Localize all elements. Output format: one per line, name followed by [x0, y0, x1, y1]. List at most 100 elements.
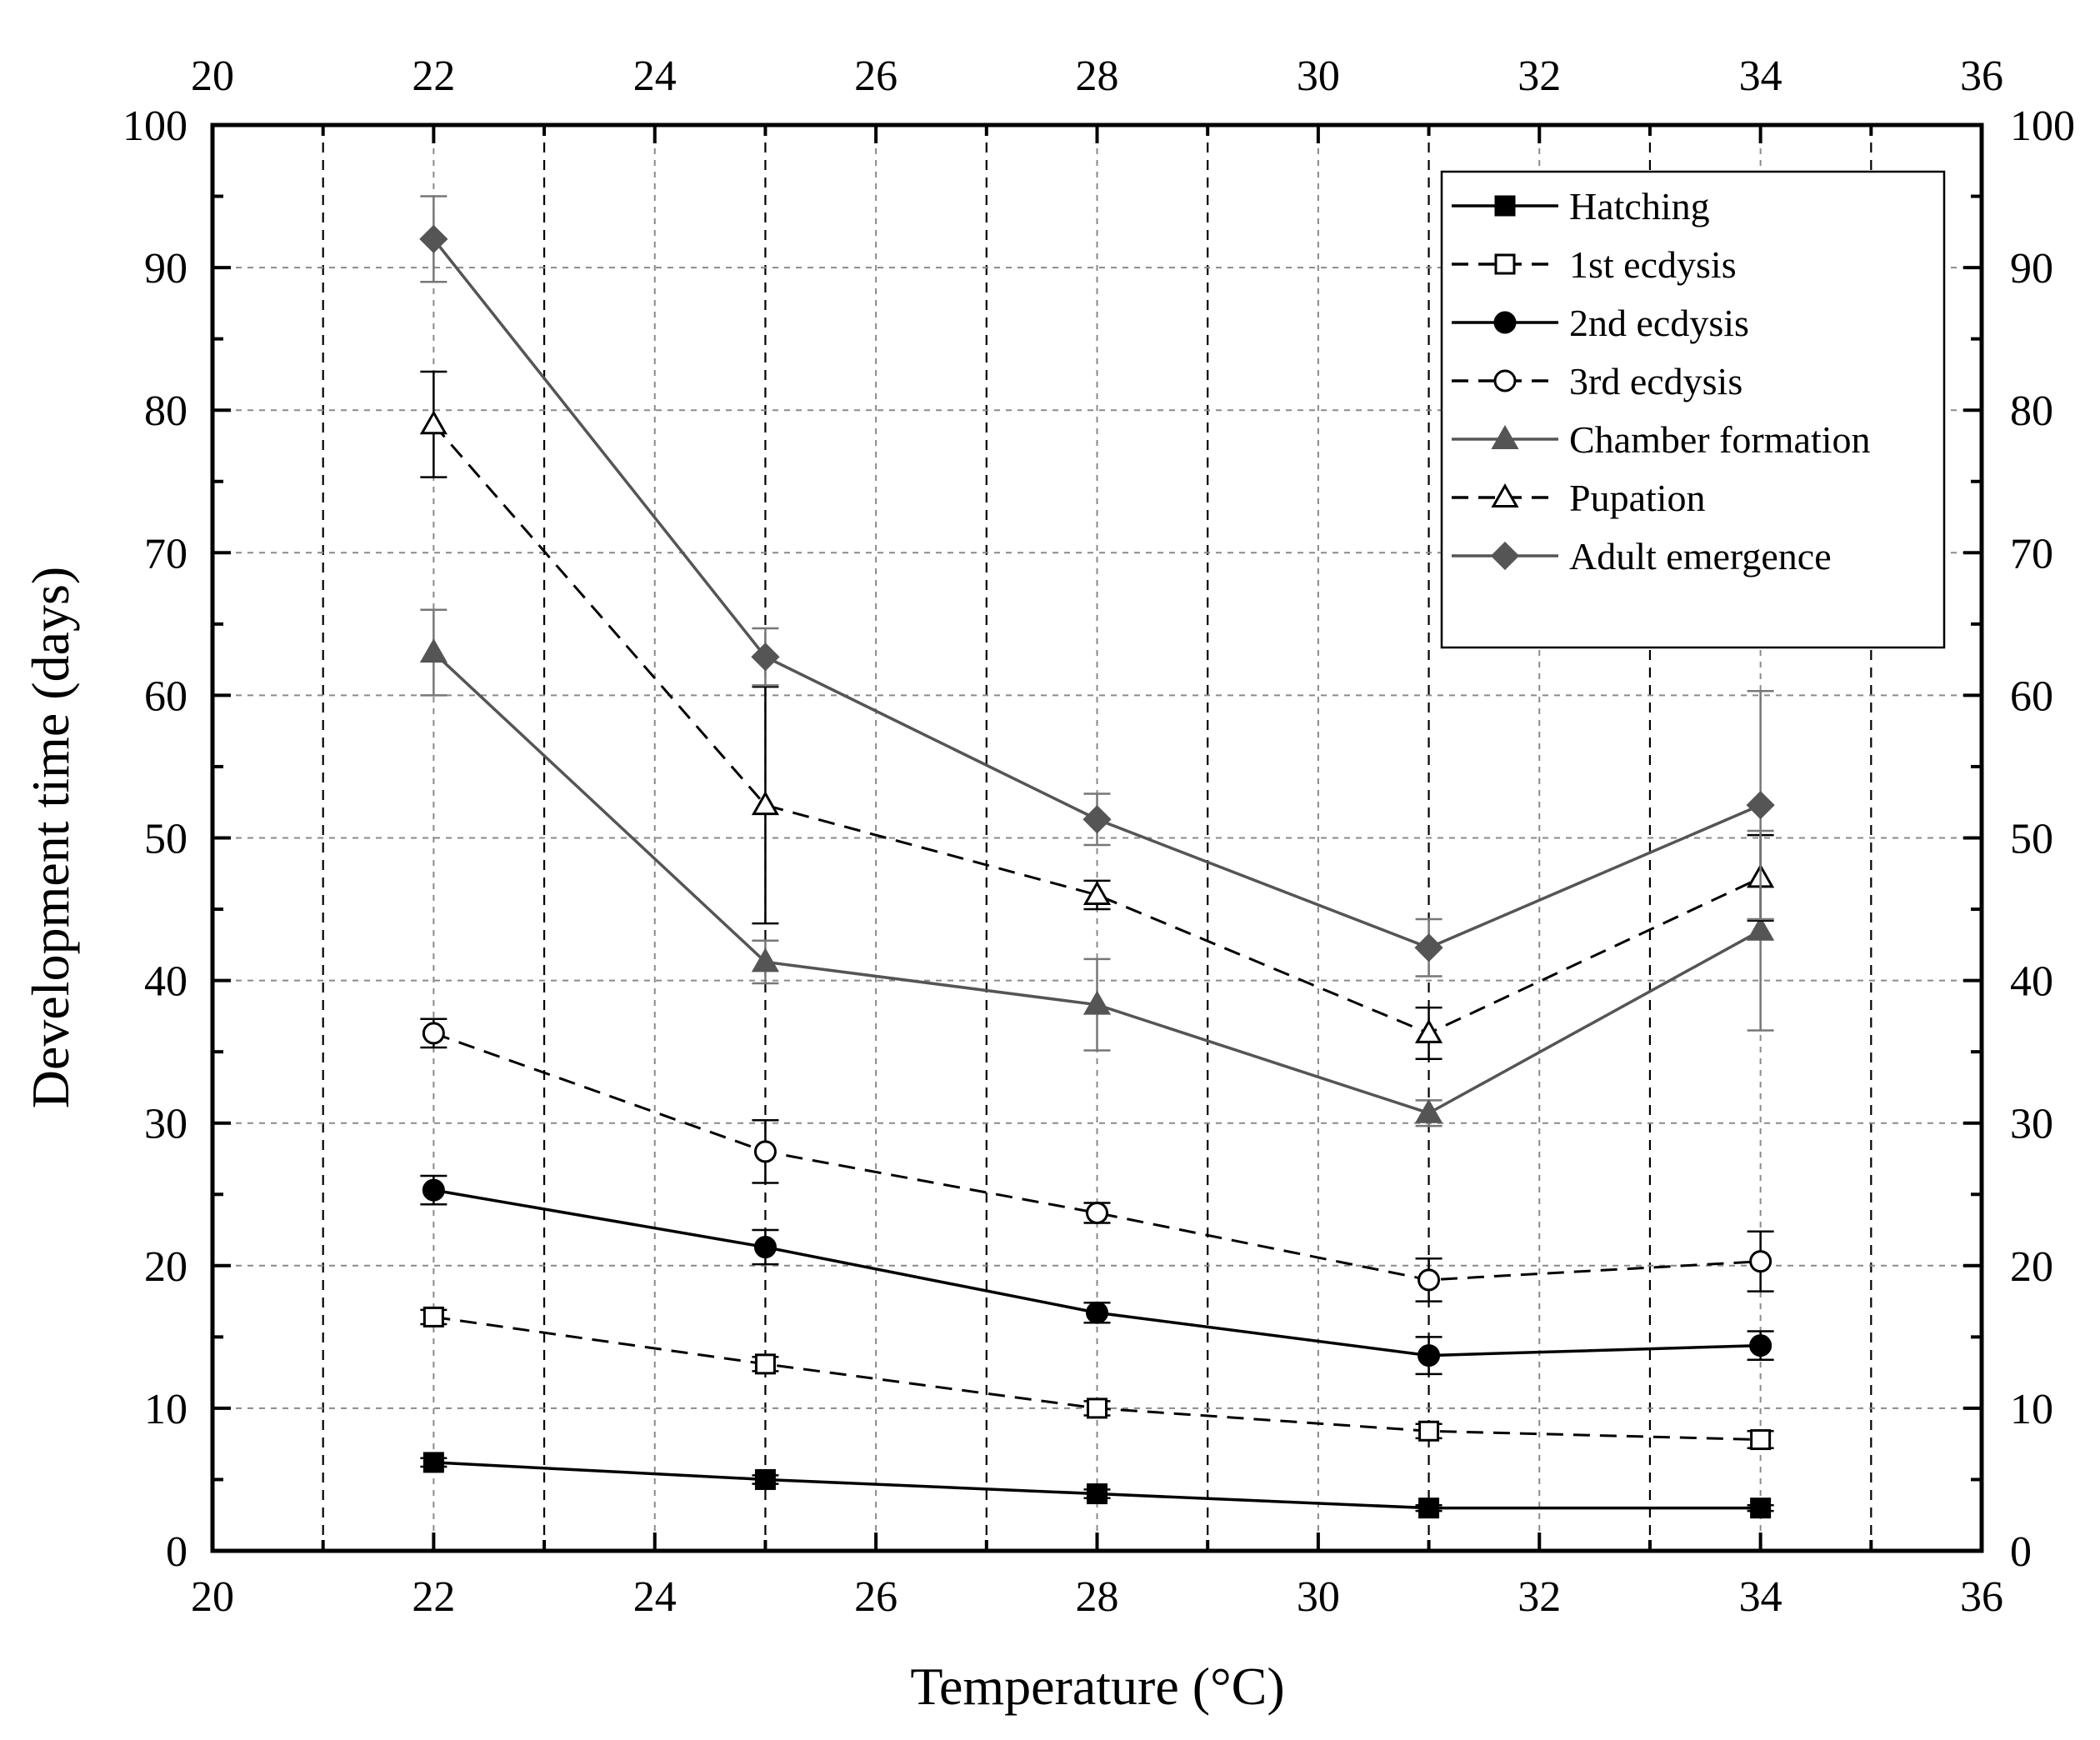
data-point-chamber-formation [1414, 1098, 1443, 1123]
series-chamber-formation [419, 608, 1775, 1128]
data-point-pupation [1414, 1018, 1443, 1043]
x-tick-label-top: 26 [854, 52, 898, 100]
data-point-2nd-ecdysis [1418, 1344, 1441, 1368]
y-tick-label-left: 30 [144, 1101, 188, 1148]
y-tick-label-right: 30 [2010, 1101, 2053, 1148]
data-point-3rd-ecdysis [1749, 1250, 1772, 1273]
data-point-pupation [751, 791, 780, 816]
data-point-1st-ecdysis [1087, 1398, 1108, 1419]
data-point-3rd-ecdysis [422, 1022, 445, 1045]
data-point-2nd-ecdysis [422, 1178, 445, 1202]
x-axis-title: Temperature (°C) [910, 1657, 1284, 1716]
data-point-2nd-ecdysis [1749, 1334, 1772, 1358]
y-tick-label-left: 100 [122, 102, 188, 150]
y-tick-label-right: 50 [2010, 816, 2053, 863]
y-tick-label-right: 0 [2010, 1528, 2032, 1576]
series-3rd-ecdysis [420, 1018, 1774, 1302]
data-point-pupation [1082, 880, 1112, 905]
legend-marker-1st-ecdysis [1494, 253, 1516, 275]
x-tick-label-top: 30 [1297, 52, 1340, 100]
series-adult-emergence [419, 195, 1775, 978]
data-point-adult-emergence [1414, 933, 1443, 962]
y-tick-label-left: 10 [144, 1386, 188, 1433]
x-tick-label-bottom: 26 [854, 1573, 898, 1621]
legend-marker-hatching [1494, 195, 1516, 217]
data-point-3rd-ecdysis [753, 1140, 777, 1163]
y-tick-label-right: 60 [2010, 672, 2053, 720]
plot-frame [210, 122, 1984, 1553]
x-tick-label-top: 24 [633, 52, 677, 100]
y-tick-label-right: 40 [2010, 958, 2053, 1006]
data-point-chamber-formation [419, 638, 448, 663]
y-tick-label-right: 10 [2010, 1386, 2053, 1433]
data-point-1st-ecdysis [1750, 1429, 1772, 1451]
series-1st-ecdysis [420, 1306, 1774, 1451]
data-point-hatching [754, 1468, 776, 1490]
data-point-adult-emergence [1746, 791, 1775, 820]
y-tick-label-right: 20 [2010, 1243, 2053, 1291]
data-point-hatching [1750, 1498, 1772, 1519]
series-2nd-ecdysis [420, 1174, 1774, 1376]
data-point-1st-ecdysis [422, 1306, 444, 1328]
y-tick-label-left: 0 [166, 1528, 188, 1576]
series [419, 195, 1775, 1519]
y-axis-title: Development time (days) [21, 567, 80, 1108]
series-hatching [420, 1452, 1774, 1519]
x-tick-label-bottom: 34 [1739, 1573, 1782, 1621]
legend-box [1440, 170, 1946, 649]
x-tick-label-top: 20 [191, 52, 234, 100]
legend-marker-pupation [1491, 482, 1519, 508]
data-point-hatching [1087, 1483, 1108, 1505]
legend-label-hatching: Hatching [1569, 185, 1710, 228]
y-tick-label-left: 80 [144, 388, 188, 435]
legend-label-2nd-ecdysis: 2nd ecdysis [1569, 302, 1749, 344]
data-point-adult-emergence [1082, 805, 1112, 834]
x-tick-label-bottom: 32 [1518, 1573, 1561, 1621]
y-tick-label-left: 60 [144, 672, 188, 720]
data-point-3rd-ecdysis [1086, 1201, 1108, 1224]
data-point-adult-emergence [419, 224, 448, 254]
legend-marker-adult-emergence [1490, 541, 1520, 571]
y-tick-label-right: 90 [2010, 245, 2053, 292]
legend-marker-3rd-ecdysis [1493, 369, 1517, 392]
x-tick-label-bottom: 30 [1297, 1573, 1340, 1621]
x-tick-label-bottom: 28 [1076, 1573, 1119, 1621]
data-point-pupation [419, 410, 448, 435]
data-point-chamber-formation [1747, 916, 1775, 941]
legend-label-3rd-ecdysis: 3rd ecdysis [1569, 360, 1742, 402]
y-tick-label-left: 90 [144, 245, 188, 292]
legend-label-pupation: Pupation [1569, 477, 1706, 519]
x-tick-label-top: 36 [1960, 52, 2003, 100]
y-tick-label-left: 50 [144, 816, 188, 863]
x-tick-label-top: 34 [1739, 52, 1782, 100]
y-tick-label-right: 100 [2010, 102, 2075, 150]
legend-marker-2nd-ecdysis [1493, 311, 1517, 334]
series-line-pupation [432, 423, 1762, 1035]
y-tick-label-right: 80 [2010, 388, 2053, 435]
data-point-chamber-formation [1082, 990, 1112, 1015]
data-point-3rd-ecdysis [1418, 1268, 1441, 1292]
x-tick-label-bottom: 20 [191, 1573, 234, 1621]
data-point-hatching [422, 1452, 444, 1473]
data-point-2nd-ecdysis [753, 1236, 777, 1259]
y-tick-label-left: 70 [144, 530, 188, 578]
legend-label-chamber-formation: Chamber formation [1569, 418, 1871, 461]
x-tick-label-top: 32 [1518, 52, 1561, 100]
y-tick-label-left: 20 [144, 1243, 188, 1291]
data-point-chamber-formation [751, 948, 780, 972]
x-tick-label-bottom: 36 [1960, 1573, 2003, 1621]
x-tick-label-bottom: 24 [633, 1573, 677, 1621]
x-tick-label-bottom: 22 [412, 1573, 455, 1621]
data-point-hatching [1418, 1498, 1440, 1519]
x-tick-label-top: 28 [1076, 52, 1119, 100]
data-point-1st-ecdysis [754, 1353, 776, 1375]
legend-marker-chamber-formation [1491, 424, 1519, 449]
legend-label-1st-ecdysis: 1st ecdysis [1569, 243, 1737, 286]
data-point-adult-emergence [751, 642, 780, 672]
legend: Hatching 1st ecdysis 2nd ecdysis 3rd ecdysi… [1440, 170, 1946, 649]
data-point-2nd-ecdysis [1086, 1301, 1108, 1324]
data-point-1st-ecdysis [1418, 1420, 1440, 1442]
legend-label-adult-emergence: Adult emergence [1569, 535, 1832, 578]
